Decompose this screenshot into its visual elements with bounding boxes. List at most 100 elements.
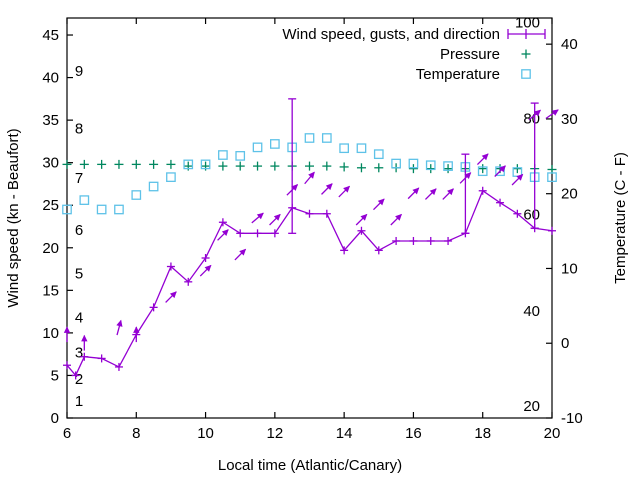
y-tick-label-right: 20: [561, 186, 578, 203]
temperature-point: [200, 159, 211, 170]
temperature-point: [114, 204, 124, 215]
x-tick-label: 10: [197, 425, 214, 442]
fahrenheit-label: 20: [523, 398, 540, 415]
temperature-point: [148, 181, 159, 192]
wind-direction-arrow: [199, 264, 212, 277]
legend-label: Wind speed, gusts, and direction: [282, 26, 500, 43]
wind-direction-arrow: [459, 172, 472, 184]
wind-direction-arrow: [116, 319, 123, 336]
y-axis-right-ticks: -10 0 10 20 30 40: [546, 36, 583, 427]
legend-label: Temperature: [416, 66, 500, 83]
x-tick-label: 14: [336, 425, 353, 442]
x-tick-label: 20: [544, 425, 561, 442]
x-tick-label: 18: [474, 425, 491, 442]
y-tick-label-left: 20: [42, 240, 59, 257]
y-tick-label-left: 30: [42, 155, 59, 172]
temperature-point: [425, 160, 436, 171]
x-axis-title: Local time (Atlantic/Canary): [218, 457, 402, 474]
temperature-point: [218, 150, 228, 160]
temperature-point: [79, 195, 90, 205]
temperature-point: [304, 133, 315, 143]
temperature-point: [477, 166, 488, 177]
fahrenheit-label: 60: [523, 207, 540, 224]
wind-direction-arrow: [511, 173, 524, 186]
wind-direction-arrow: [286, 184, 299, 196]
beaufort-label: 9: [75, 63, 83, 80]
wind-speed-line: [66, 189, 553, 377]
wind-direction-arrow: [321, 183, 333, 195]
wind-direction-arrow: [424, 188, 437, 200]
beaufort-label: 1: [75, 393, 83, 410]
beaufort-label: 7: [75, 170, 83, 187]
wind-direction-arrow: [81, 334, 88, 351]
temperature-point: [391, 158, 401, 169]
wind-direction-arrow: [234, 248, 247, 261]
beaufort-label: 3: [75, 344, 83, 361]
series-temperature: [62, 133, 557, 215]
wind-direction-arrow: [390, 213, 402, 226]
fahrenheit-label: 40: [523, 303, 540, 320]
temperature-point: [62, 204, 72, 215]
wind-direction-arrow: [442, 188, 454, 200]
legend-key-wind: [507, 29, 546, 39]
temperature-point: [373, 149, 384, 160]
y-tick-label-left: 25: [42, 197, 59, 214]
beaufort-label: 8: [75, 121, 83, 138]
beaufort-label: 2: [75, 371, 83, 388]
temperature-point: [270, 139, 280, 149]
x-tick-label: 16: [405, 425, 422, 442]
plot-border: [66, 17, 553, 419]
wind-direction-arrow: [217, 229, 229, 241]
temperature-point: [252, 142, 263, 153]
legend-label: Pressure: [440, 46, 500, 63]
legend-key-temperature: [521, 69, 531, 79]
y-tick-label-right: -10: [561, 410, 583, 427]
y-tick-label-left: 0: [51, 410, 59, 427]
wind-direction-arrow: [494, 165, 506, 177]
wind-direction-arrow: [304, 171, 315, 185]
temperature-point: [443, 161, 453, 171]
temperature-point: [166, 172, 176, 182]
wind-direction-arrow: [133, 326, 140, 343]
wind-direction-arrow: [269, 213, 281, 226]
temperature-point: [547, 172, 557, 182]
wind-direction-arrow: [528, 109, 542, 121]
chart-legend: Wind speed, gusts, and direction Pressure…: [282, 26, 546, 83]
beaufort-scale-labels: 1 2 3 4 5 6 7 8 9: [75, 63, 83, 410]
wind-direction-arrow: [373, 198, 385, 211]
series-wind-speed: [63, 98, 559, 380]
beaufort-label: 4: [75, 310, 83, 327]
temperature-point: [321, 133, 332, 143]
temperature-point: [96, 204, 107, 215]
beaufort-label: 6: [75, 222, 83, 239]
temperature-point: [339, 143, 349, 154]
plot-frame: [66, 17, 553, 419]
wind-direction-arrow: [63, 326, 71, 343]
y-tick-label-right: 30: [561, 111, 578, 128]
x-tick-label: 12: [267, 425, 284, 442]
wind-direction-arrow: [355, 213, 368, 226]
y-tick-label-right: 0: [561, 335, 569, 352]
temperature-point: [356, 143, 367, 154]
fahrenheit-label: 100: [515, 14, 540, 31]
wind-direction-arrow: [407, 187, 420, 200]
y-tick-label-left: 40: [42, 70, 59, 87]
wind-direction-arrow: [251, 212, 264, 224]
wind-direction-arrow: [165, 291, 177, 303]
temperature-point: [131, 190, 142, 200]
y-tick-label-left: 15: [42, 282, 59, 299]
temperature-point: [183, 159, 194, 170]
temperature-point: [495, 166, 505, 177]
y-tick-label-right: 10: [561, 260, 578, 277]
wind-direction-arrow: [476, 153, 489, 166]
y-tick-label-right: 40: [561, 36, 578, 53]
x-tick-label: 8: [132, 425, 140, 442]
y-tick-label-left: 5: [51, 367, 59, 384]
wind-direction-arrow: [338, 185, 351, 198]
x-axis-ticks: 6 8 10 12 14 16 18 20: [63, 18, 561, 442]
temperature-point: [408, 158, 419, 169]
